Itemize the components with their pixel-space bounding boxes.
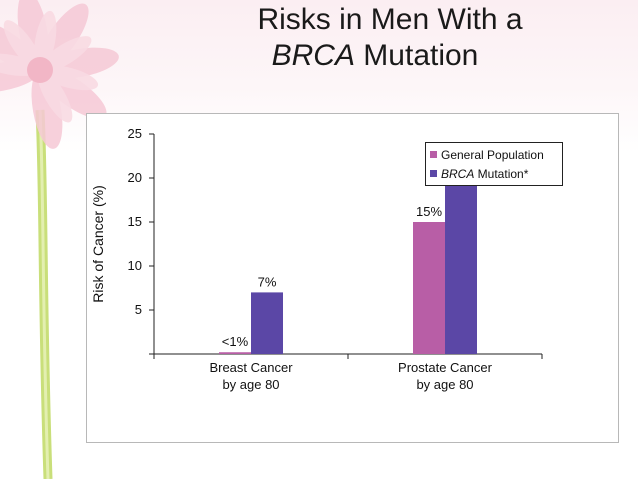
x-category-label: by age 80	[222, 377, 279, 392]
y-tick-label: 25	[128, 126, 142, 141]
title-line-1: Risks in Men With a	[257, 3, 523, 36]
legend-rest-mutation: Mutation*	[474, 166, 529, 181]
bar-brca-mutation	[251, 292, 283, 354]
legend-label-general-population: General Population	[441, 147, 544, 162]
title-italic-part: BRCA	[271, 39, 355, 72]
title-line-2: BRCA Mutation	[170, 38, 580, 74]
bar-general-population	[219, 352, 251, 354]
x-category-label: Breast Cancer	[209, 360, 293, 375]
x-category-label: by age 80	[416, 377, 473, 392]
legend-item-brca-mutation: BRCA Mutation*	[430, 164, 562, 183]
bar-brca-mutation	[445, 178, 477, 354]
legend-italic-brca: BRCA	[441, 166, 475, 181]
y-tick-label: 5	[135, 302, 142, 317]
title-rest-part: Mutation	[354, 39, 479, 72]
legend-swatch-brca-mutation	[430, 170, 437, 177]
y-tick-label: 15	[128, 214, 142, 229]
flower-decoration	[0, 0, 119, 479]
x-category-label: Prostate Cancer	[398, 360, 493, 375]
data-label: 7%	[258, 274, 277, 289]
y-axis-label: Risk of Cancer (%)	[90, 185, 106, 303]
y-tick-label: 20	[128, 170, 142, 185]
chart-legend: General Population BRCA Mutation*	[425, 142, 563, 186]
slide-title: Risks in Men With a BRCA Mutation	[200, 2, 580, 74]
legend-swatch-general-population	[430, 151, 437, 158]
bar-general-population	[413, 222, 445, 354]
data-label: <1%	[222, 334, 249, 349]
legend-label-brca-mutation: BRCA Mutation*	[441, 167, 528, 181]
y-tick-label: 10	[128, 258, 142, 273]
data-label: 15%	[416, 204, 442, 219]
legend-item-general-population: General Population	[430, 145, 562, 164]
